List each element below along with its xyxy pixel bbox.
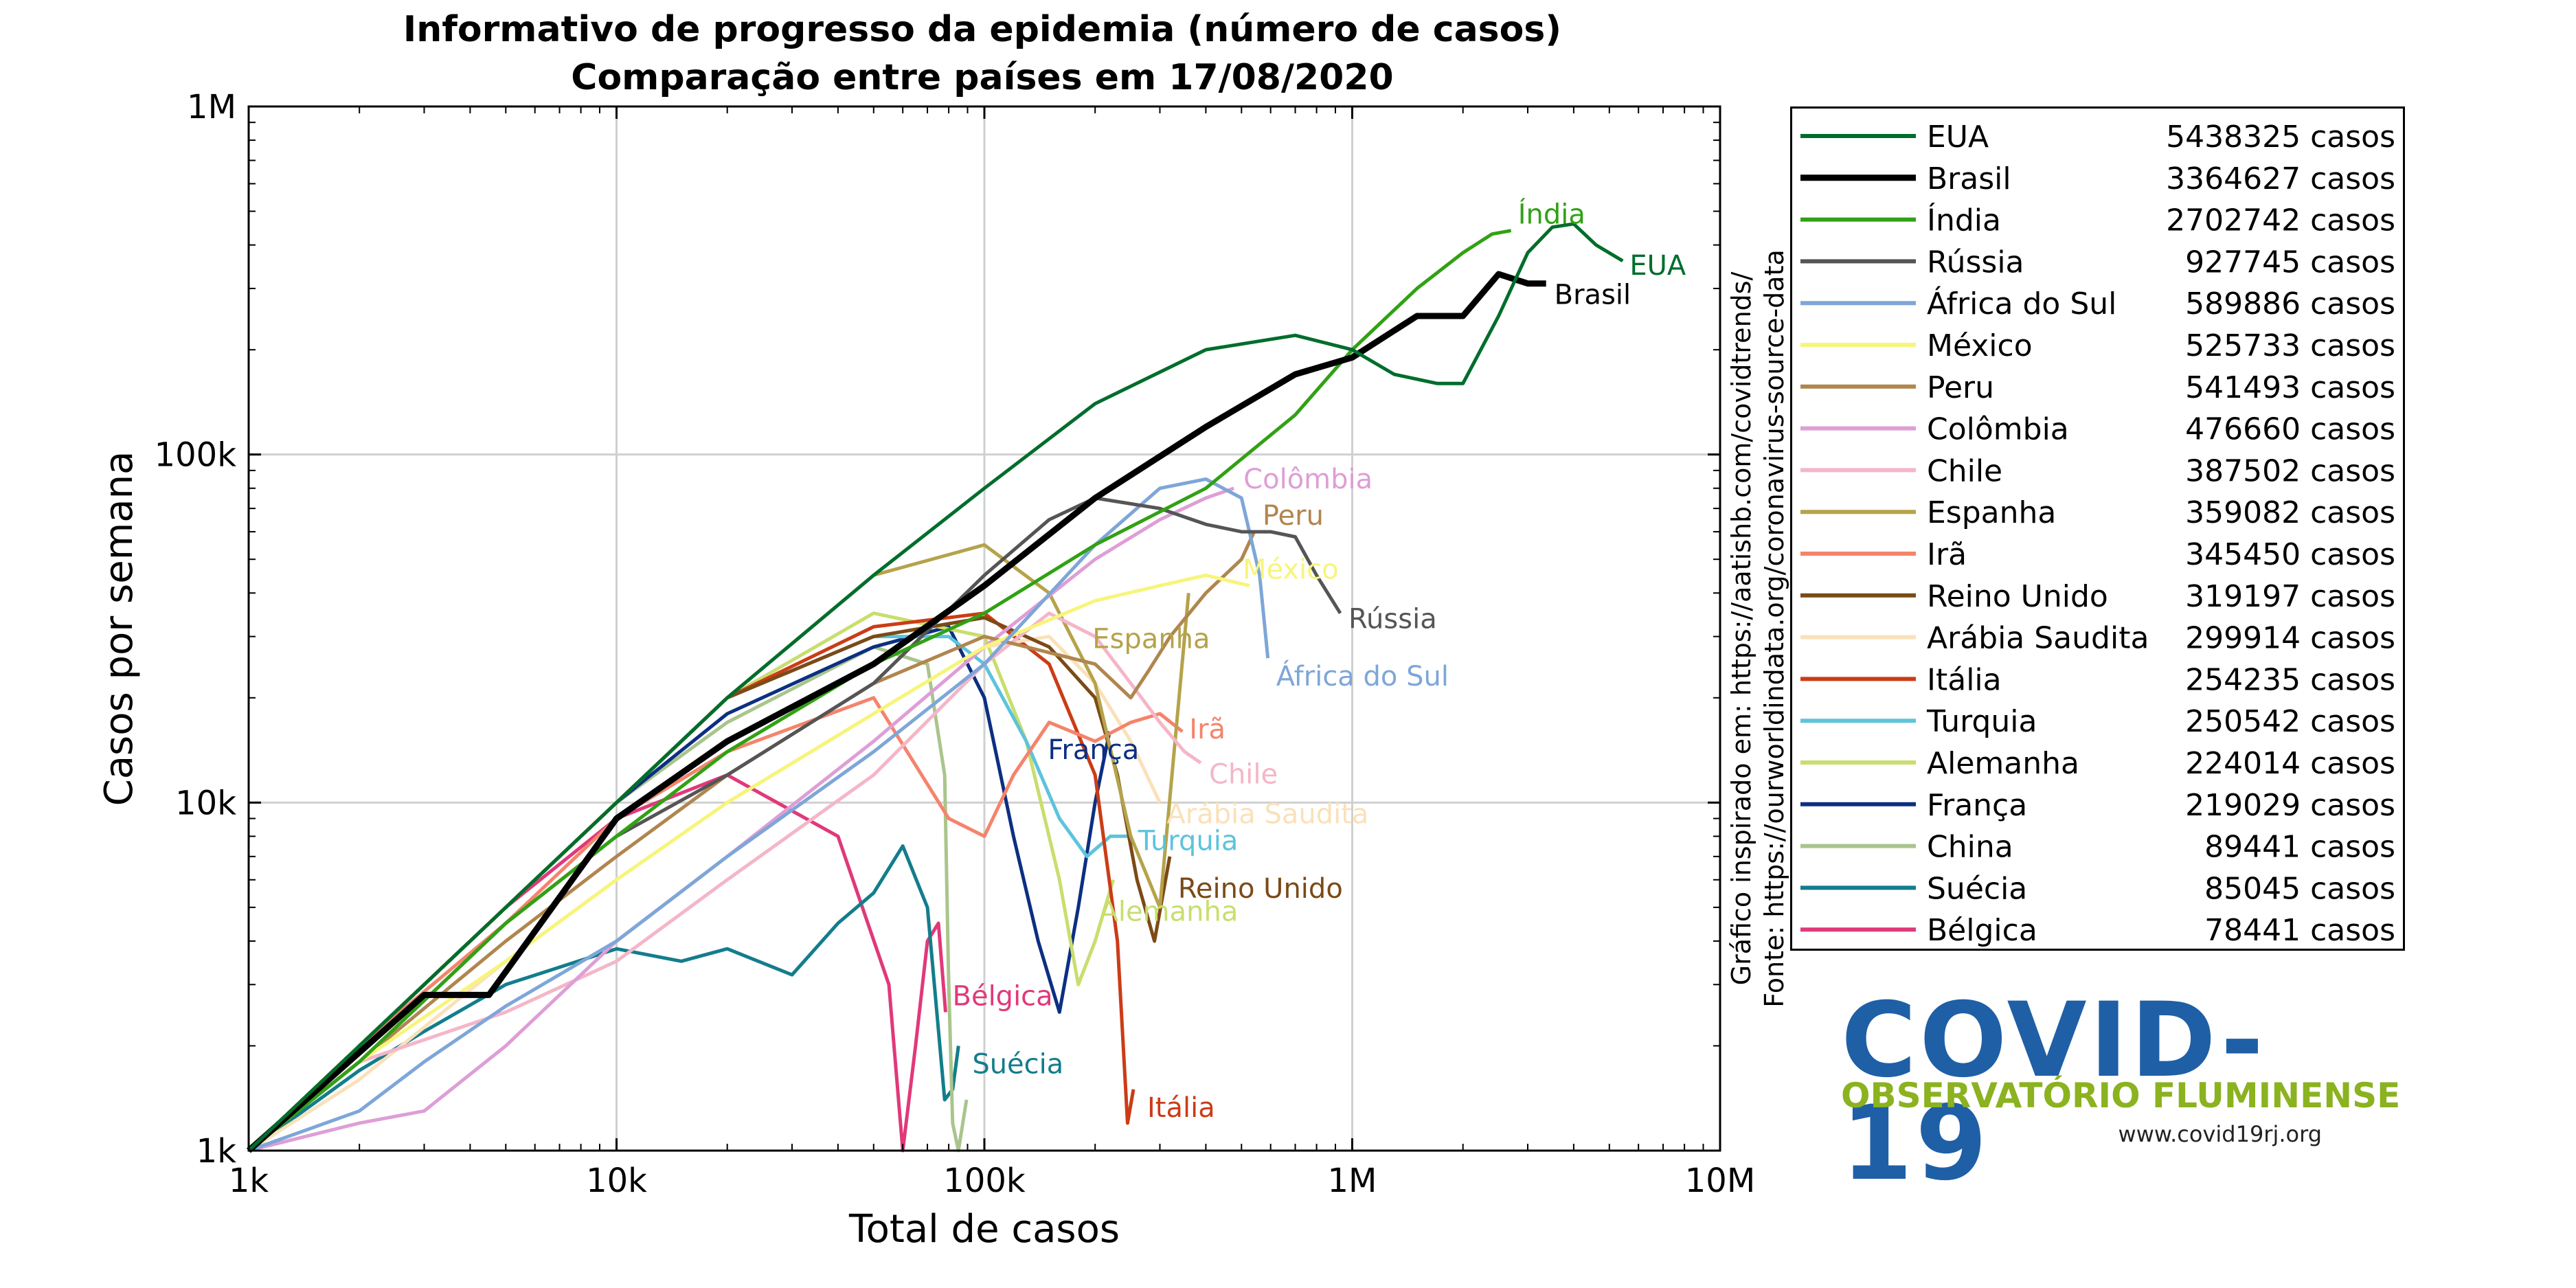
x-tick-label: 1k — [229, 1162, 269, 1200]
series-end-label: Bélgica — [953, 980, 1053, 1012]
legend-total: 525733 casos — [2185, 328, 2395, 363]
legend-label: México — [1927, 328, 2033, 363]
legend-label: Chile — [1927, 453, 2002, 488]
series-end-label: Brasil — [1555, 280, 1631, 311]
series-end-label: Peru — [1263, 500, 1324, 532]
legend-label: Bélgica — [1927, 913, 2037, 948]
series-end-label: México — [1243, 554, 1339, 586]
series-end-label: Rússia — [1348, 604, 1437, 635]
series-end-label: Suécia — [972, 1048, 1063, 1080]
series-end-label: Itália — [1147, 1092, 1215, 1124]
series-end-label: Espanha — [1092, 623, 1210, 655]
x-tick-label: 10k — [586, 1162, 647, 1200]
legend-label: Alemanha — [1927, 746, 2079, 781]
legend-total: 219029 casos — [2185, 788, 2395, 823]
x-tick-label: 1M — [1328, 1162, 1377, 1200]
legend-total: 224014 casos — [2185, 746, 2395, 781]
series-line-Irã — [247, 696, 1184, 1152]
legend-label: França — [1927, 788, 2027, 823]
series-end-label: Arábia Saudita — [1166, 798, 1368, 830]
series-end-label: Colômbia — [1243, 464, 1372, 495]
legend-total: 254235 casos — [2185, 662, 2395, 697]
legend-label: Turquia — [1926, 704, 2037, 739]
series-end-label: Turquia — [1138, 825, 1239, 857]
legend-total: 85045 casos — [2204, 871, 2395, 906]
source-note-1: Gráfico inspirado em: https://aatishb.co… — [1726, 271, 1756, 985]
legend-total: 345450 casos — [2185, 537, 2395, 572]
x-axis-label: Total de casos — [848, 1207, 1120, 1252]
legend-label: Rússia — [1927, 245, 2024, 280]
logo-title: COVID-19 — [1841, 981, 2267, 1204]
legend-total: 589886 casos — [2185, 286, 2395, 321]
legend-total: 89441 casos — [2204, 830, 2395, 865]
legend-total: 299914 casos — [2185, 621, 2395, 656]
series-end-label: Chile — [1209, 759, 1278, 791]
grid-lines — [249, 106, 1720, 1151]
legend-label: Arábia Saudita — [1927, 621, 2149, 656]
legend-total: 5438325 casos — [2166, 120, 2395, 155]
legend-label: Suécia — [1927, 871, 2027, 906]
legend-total: 387502 casos — [2185, 453, 2395, 488]
y-tick-label: 1M — [187, 88, 236, 126]
series-line-EUA — [247, 222, 1624, 1152]
legend-label: China — [1927, 830, 2013, 865]
series-line-Índia — [247, 229, 1512, 1152]
legend-total: 927745 casos — [2185, 245, 2395, 280]
legend-label: Reino Unido — [1927, 579, 2108, 614]
series-end-label: Alemanha — [1100, 896, 1239, 928]
x-tick-label: 10M — [1685, 1162, 1756, 1200]
series-layer — [247, 222, 1624, 1153]
x-tick-label: 100k — [943, 1162, 1026, 1200]
series-line-Suécia — [247, 844, 960, 1153]
legend-label: Irã — [1927, 537, 1967, 572]
series-end-label: França — [1048, 734, 1139, 766]
legend-total: 359082 casos — [2185, 495, 2395, 530]
series-line-Bélgica — [247, 773, 947, 1153]
legend-label: Peru — [1927, 370, 1994, 405]
series-line-Peru — [247, 531, 1256, 1152]
covid-logo: COVID-19 OBSERVATÓRIO FLUMINENSE www.cov… — [1827, 989, 2400, 1195]
series-end-label: África do Sul — [1276, 659, 1449, 692]
y-tick-label: 100k — [155, 436, 237, 475]
source-note-2: Fonte: https://ourworldindata.org/corona… — [1759, 249, 1789, 1008]
legend-total: 3364627 casos — [2166, 161, 2395, 196]
series-line-África do Sul — [248, 477, 1270, 1153]
legend: EUA 5438325 casos Brasil 3364627 casos Índia… — [1790, 106, 2405, 951]
legend-label: Espanha — [1927, 495, 2056, 530]
series-end-label: Irã — [1189, 714, 1225, 745]
chart-subtitle: Comparação entre países em 17/08/2020 — [571, 57, 1393, 98]
legend-total: 476660 casos — [2185, 412, 2395, 447]
legend-label: Itália — [1927, 662, 2002, 697]
series-line-Colômbia — [248, 486, 1235, 1153]
legend-label: África do Sul — [1927, 285, 2116, 321]
series-line-Brasil — [247, 271, 1546, 1153]
legend-label: Brasil — [1927, 161, 2011, 196]
legend-label: Índia — [1927, 202, 2001, 238]
legend-total: 541493 casos — [2185, 370, 2395, 405]
y-tick-label: 1k — [196, 1132, 237, 1171]
legend-total: 319197 casos — [2185, 579, 2395, 614]
legend-total: 78441 casos — [2204, 913, 2395, 948]
y-axis-label: Casos por semana — [97, 451, 142, 806]
logo-subtitle: OBSERVATÓRIO FLUMINENSE — [1841, 1076, 2401, 1116]
logo-url: www.covid19rj.org — [2118, 1121, 2322, 1147]
axis-ticks: 1k 10k 100k 1M 10M 1k 10k 100k 1M — [155, 88, 1756, 1200]
series-end-label: EUA — [1629, 250, 1686, 282]
y-tick-label: 10k — [175, 784, 236, 822]
series-end-label: Reino Unido — [1178, 873, 1343, 905]
legend-label: EUA — [1927, 120, 1989, 155]
legend-entries: EUA 5438325 casos Brasil 3364627 casos Índia… — [1800, 120, 2395, 948]
legend-label: Colômbia — [1927, 412, 2069, 447]
series-end-label: Índia — [1518, 198, 1585, 231]
legend-total: 250542 casos — [2185, 704, 2395, 739]
chart-title: Informativo de progresso da epidemia (nú… — [403, 9, 1561, 50]
legend-total: 2702742 casos — [2166, 203, 2395, 238]
